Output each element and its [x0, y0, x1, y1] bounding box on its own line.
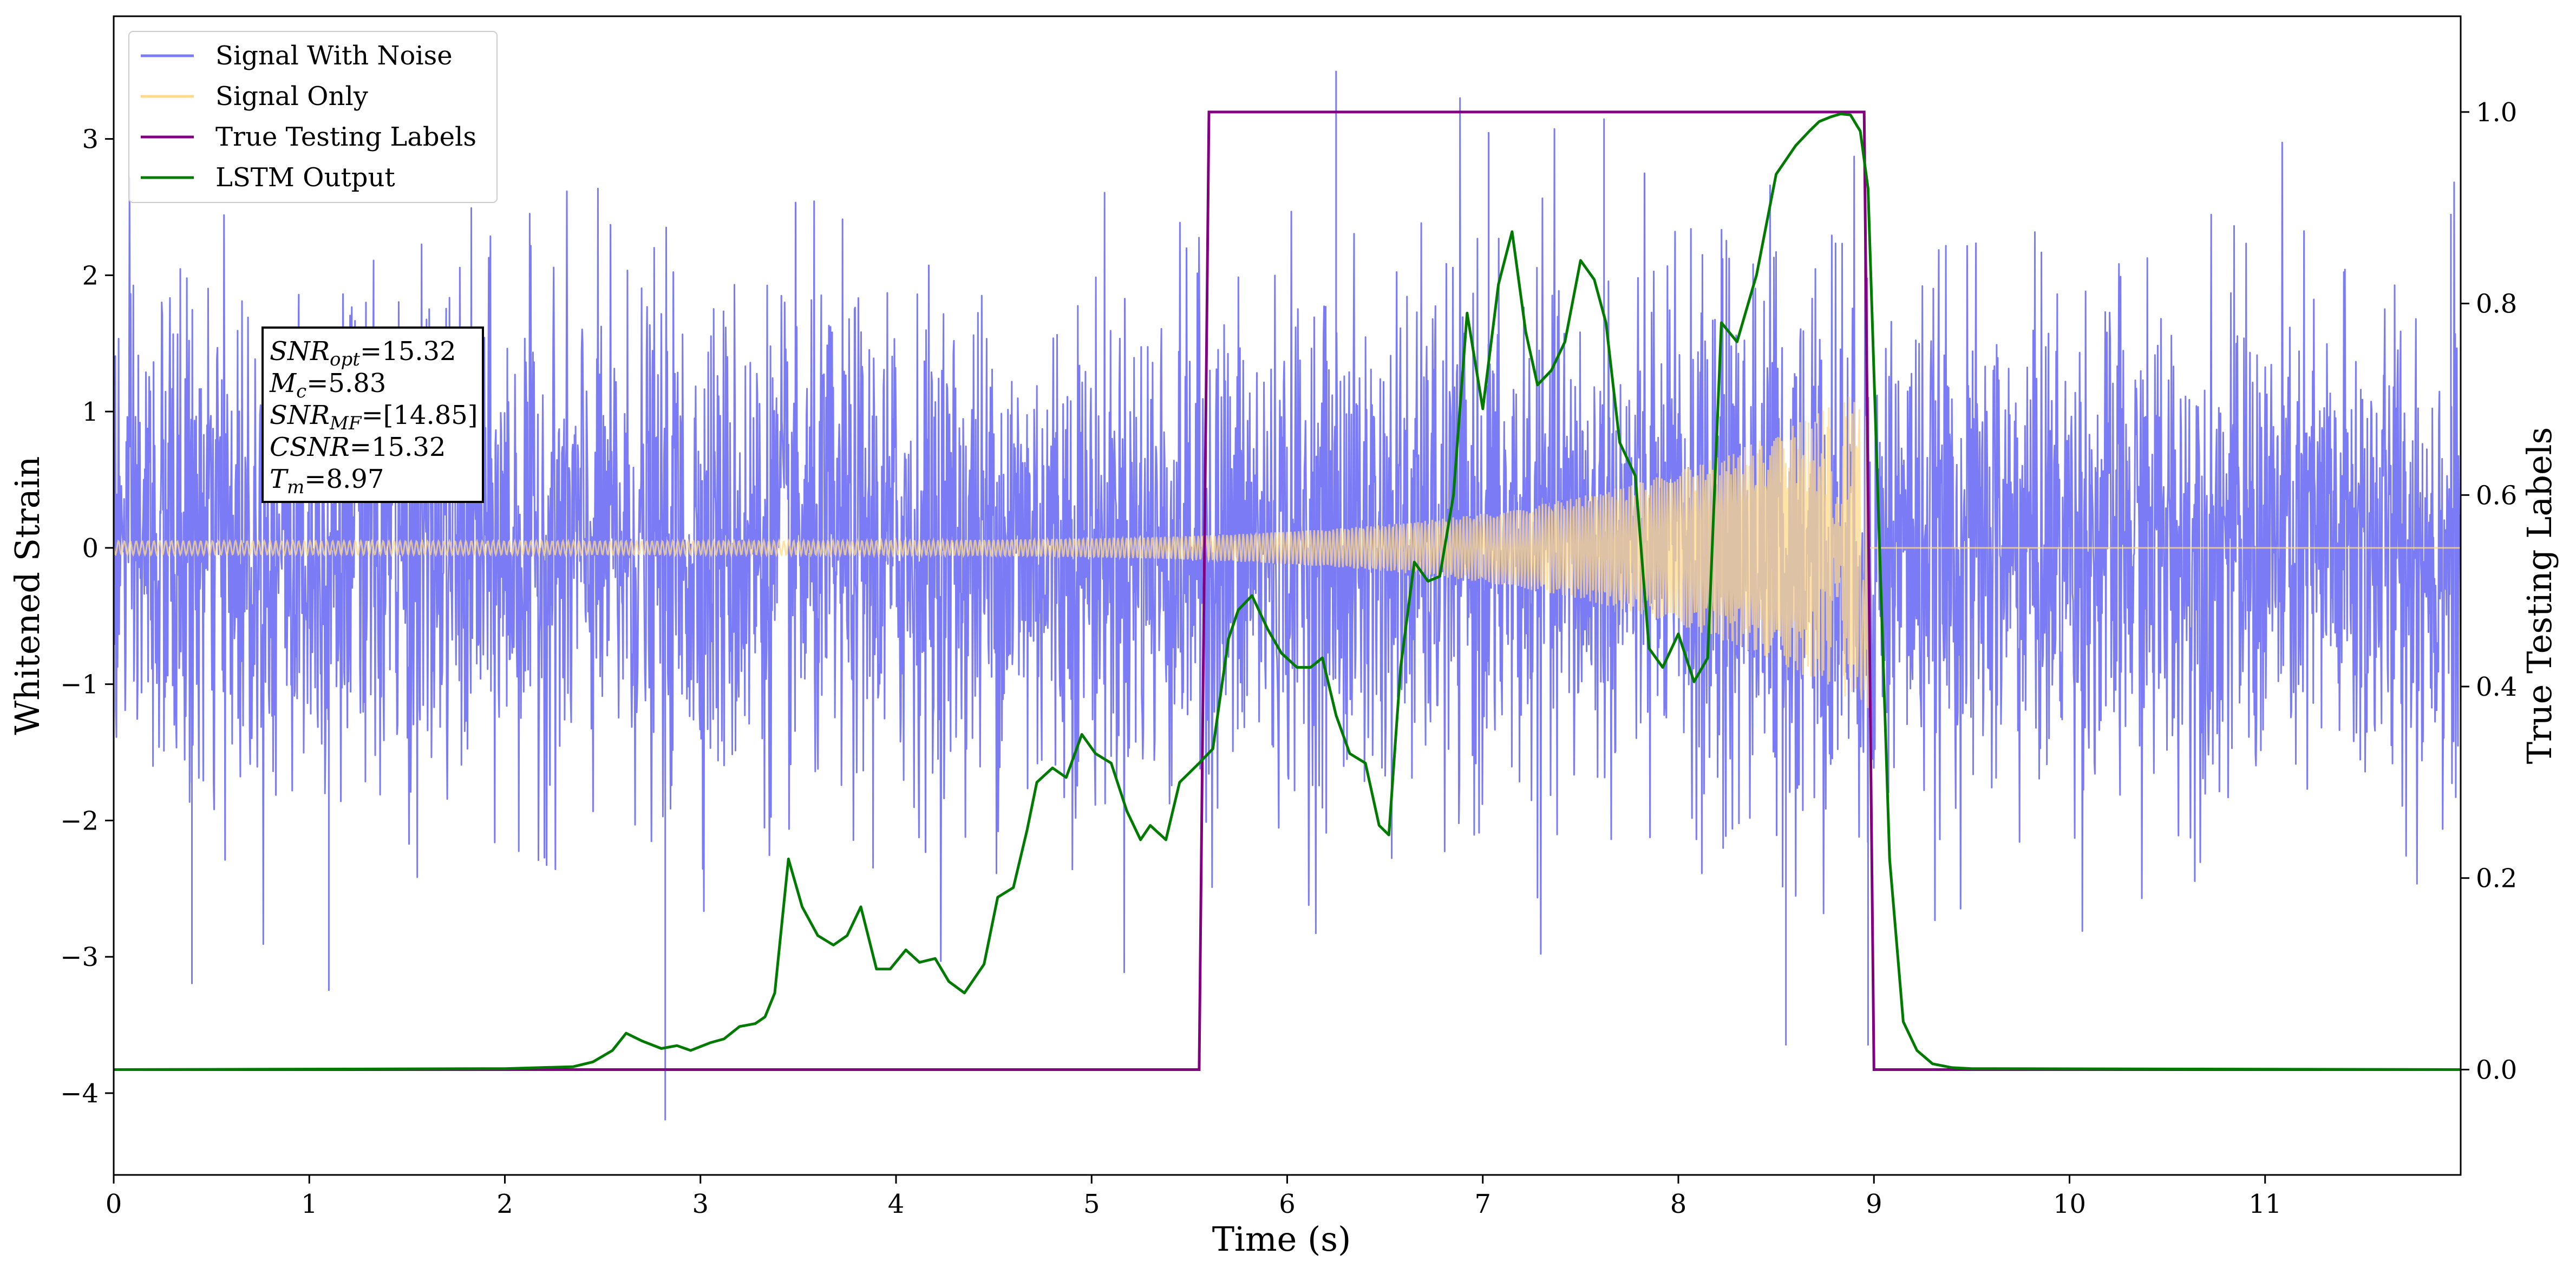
annotation-snr-opt: SNRopt=15.32 [270, 336, 456, 370]
x-tick-label: 9 [1866, 1189, 1882, 1219]
y-axis-left-ticks: 3 2 1 0 −1 −2 −3 −4 [60, 125, 114, 1109]
y-axis-left-label: Whitened Strain [8, 456, 47, 735]
annotation-snr-mf: SNRMF=[14.85] [270, 400, 478, 434]
x-tick-label: 2 [496, 1189, 513, 1219]
y-tick-label: −1 [60, 670, 99, 700]
legend-label-signal-only: Signal Only [215, 81, 368, 112]
legend-label-lstm-output: LSTM Output [215, 162, 395, 193]
lstm-output-line [114, 112, 2461, 1071]
y-axis-right-label: True Testing Labels [2520, 427, 2559, 765]
y-right-tick-label: 0.8 [2476, 289, 2517, 319]
legend-label-true-testing-labels: True Testing Labels [215, 122, 476, 152]
y-right-tick-label: 0.4 [2476, 672, 2517, 702]
y-tick-label: 0 [82, 533, 99, 564]
x-tick-label: 5 [1083, 1189, 1100, 1219]
annotation-frame [261, 326, 484, 503]
y-tick-label: 1 [82, 397, 99, 427]
annotation-csnr: CSNR=15.32 [270, 432, 446, 462]
y-tick-label: −3 [60, 942, 99, 972]
x-tick-label: 11 [2248, 1189, 2281, 1219]
y-right-tick-label: 0.6 [2476, 480, 2517, 511]
annotation-chirp-mass: Mc=5.83 [269, 368, 386, 402]
x-axis-ticks: 0 1 2 3 4 5 6 7 8 9 10 11 [106, 1175, 2281, 1219]
x-tick-label: 7 [1474, 1189, 1491, 1219]
x-tick-label: 8 [1670, 1189, 1687, 1219]
legend: Signal With Noise Signal Only True Testi… [128, 31, 498, 203]
y-right-tick-label: 1.0 [2476, 97, 2517, 128]
y-axis-right-ticks: 1.0 0.8 0.6 0.4 0.2 0.0 [2461, 97, 2517, 1085]
y-tick-label: 3 [82, 125, 99, 155]
snr-annotation-box: SNRopt=15.32 Mc=5.83 SNRMF=[14.85] CSNR=… [261, 326, 484, 503]
signal-only-series [114, 396, 2461, 708]
y-tick-label: −2 [60, 806, 99, 836]
x-tick-label: 6 [1279, 1189, 1296, 1219]
signal-with-noise-line [114, 97, 2461, 974]
x-axis-label: Time (s) [1212, 1219, 1351, 1259]
x-tick-label: 0 [106, 1189, 122, 1219]
signal-only-line [114, 396, 2461, 708]
legend-label-signal-with-noise: Signal With Noise [215, 41, 453, 71]
y-right-tick-label: 0.0 [2476, 1055, 2517, 1085]
lstm-output-series [114, 112, 2461, 1071]
y-tick-label: 2 [82, 260, 99, 291]
y-tick-label: −4 [60, 1079, 99, 1109]
x-tick-label: 3 [692, 1189, 709, 1219]
x-tick-label: 4 [888, 1189, 905, 1219]
annotation-merger-time: Tm=8.97 [270, 464, 384, 498]
x-tick-label: 1 [301, 1189, 318, 1219]
y-right-tick-label: 0.2 [2476, 864, 2517, 894]
legend-box [128, 31, 498, 203]
x-tick-label: 10 [2053, 1189, 2086, 1219]
